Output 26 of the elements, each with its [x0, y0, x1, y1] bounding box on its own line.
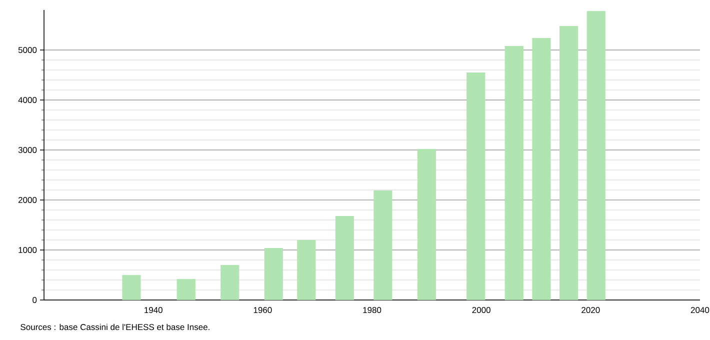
bar: [297, 240, 316, 300]
y-tick-label: 4000: [18, 96, 37, 103]
y-tick-label: 0: [32, 296, 37, 303]
bar: [504, 46, 524, 300]
x-tick-label: 1940: [144, 307, 162, 314]
source-note: Sources : base Cassini de l'EHESS et base Insee.: [20, 324, 210, 330]
bar: [122, 274, 141, 300]
bar: [220, 264, 240, 300]
bar: [532, 38, 551, 300]
y-tick-label: 5000: [18, 46, 37, 53]
x-tick-label: 1980: [363, 307, 382, 314]
bar: [176, 278, 196, 300]
bar: [264, 248, 283, 300]
bar: [466, 72, 486, 300]
bar: [417, 148, 436, 300]
x-tick-label: 2020: [582, 307, 600, 314]
bar: [335, 216, 354, 300]
y-tick-label: 1000: [18, 246, 37, 253]
x-tick-label: 2000: [472, 307, 490, 314]
x-tick-label: 1960: [254, 307, 272, 314]
y-tick-label: 2000: [18, 196, 37, 203]
x-tick-label: 2040: [690, 307, 710, 314]
bar: [586, 10, 606, 300]
bar: [560, 26, 578, 300]
bar: [374, 190, 392, 300]
y-tick-label: 3000: [18, 146, 37, 153]
